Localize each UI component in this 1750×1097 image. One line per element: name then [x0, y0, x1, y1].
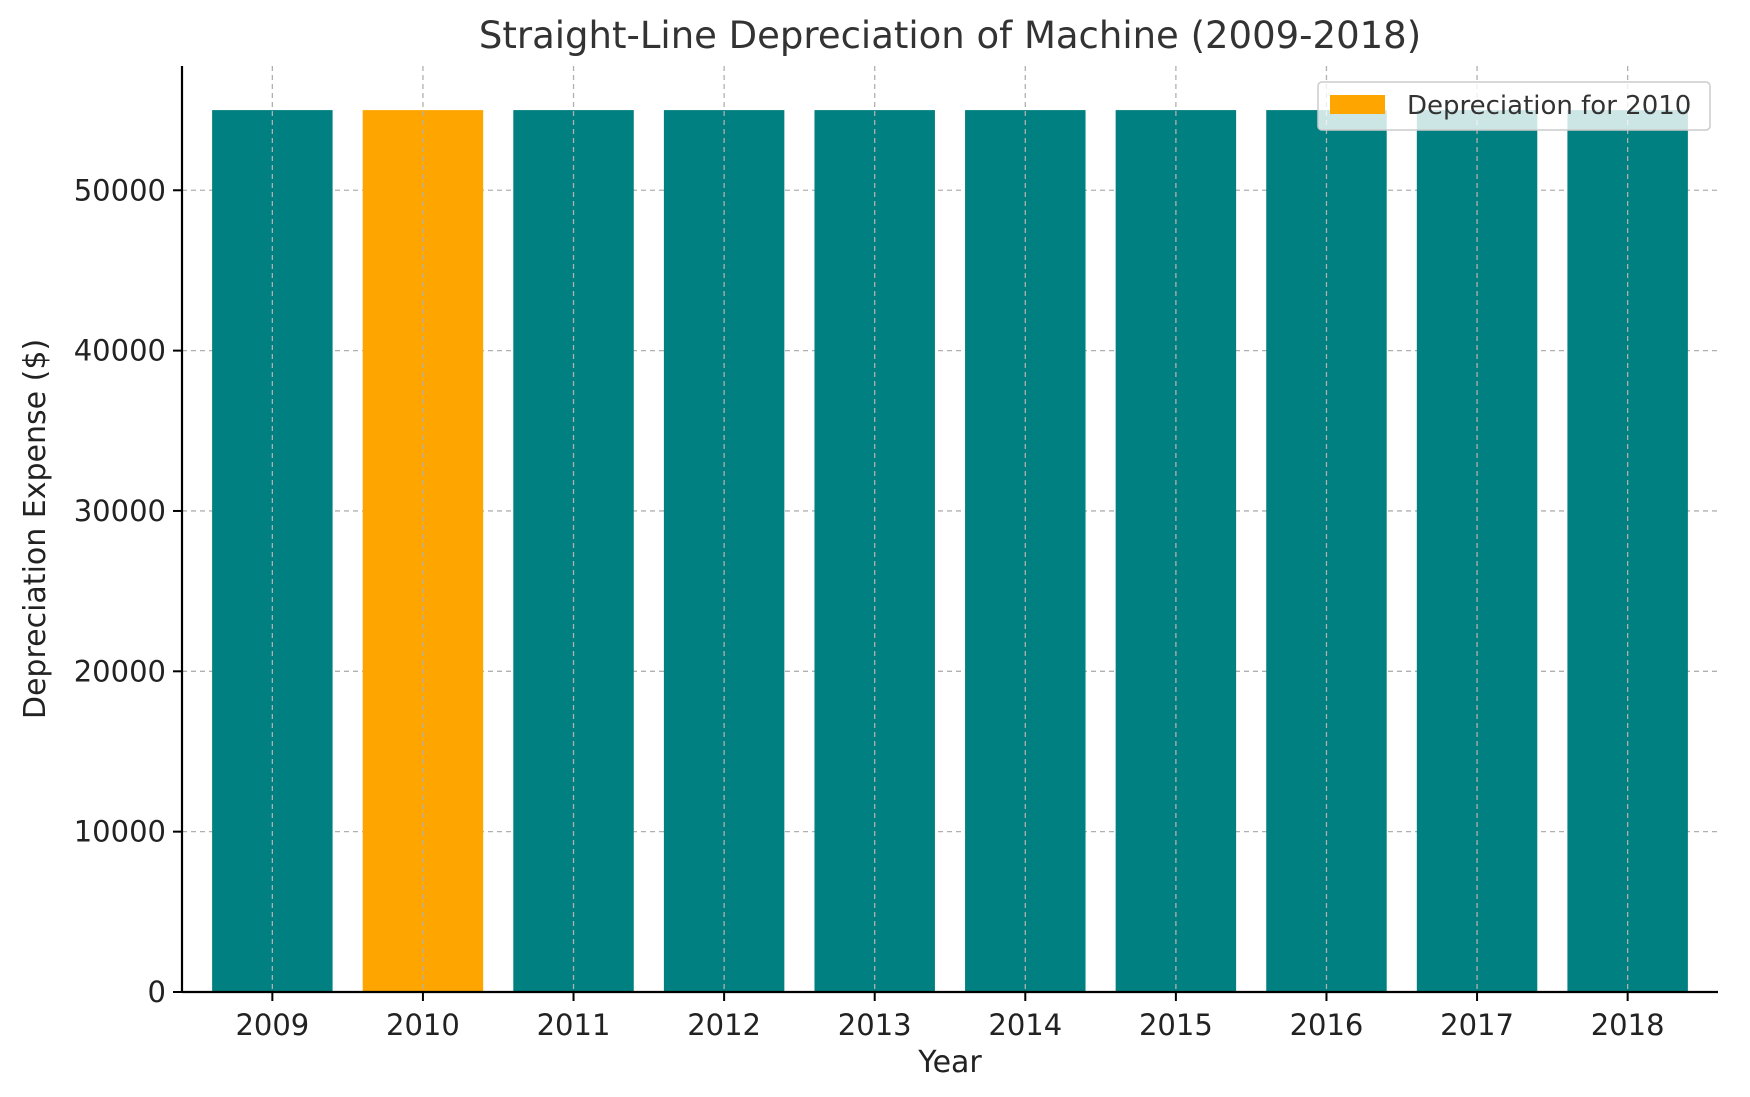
- bars: [212, 110, 1688, 993]
- y-tick-label: 0: [148, 975, 166, 1009]
- x-tick-label: 2014: [988, 1008, 1062, 1042]
- y-tick-label: 50000: [74, 173, 166, 207]
- y-tick-label: 20000: [74, 654, 166, 688]
- x-tick-label: 2009: [235, 1008, 309, 1042]
- x-tick-label: 2017: [1440, 1008, 1514, 1042]
- x-axis-label: Year: [917, 1045, 982, 1080]
- x-tick-label: 2018: [1591, 1008, 1665, 1042]
- x-tick-label: 2012: [687, 1008, 761, 1042]
- y-tick-label: 40000: [74, 334, 166, 368]
- x-tick-label: 2016: [1290, 1008, 1364, 1042]
- axes: [180, 66, 1718, 994]
- legend-box: [1317, 81, 1711, 131]
- y-ticks: 0 10000 20000 30000 40000 50000: [74, 173, 182, 1009]
- x-ticks: 2009 2010 2011 2012 2013 2014 2015 2016 2017 2018: [235, 992, 1665, 1042]
- y-tick-label: 10000: [74, 815, 166, 849]
- x-tick-label: 2013: [838, 1008, 912, 1042]
- x-tick-label: 2011: [537, 1008, 611, 1042]
- vertical-grid: [271, 66, 1629, 992]
- y-axis-label: Depreciation Expense ($): [18, 339, 53, 719]
- legend: Depreciation for 2010: [1317, 81, 1711, 131]
- legend-swatch: [1330, 95, 1385, 114]
- x-tick-label: 2015: [1139, 1008, 1213, 1042]
- y-tick-label: 30000: [74, 494, 166, 528]
- legend-label: Depreciation for 2010: [1407, 91, 1691, 121]
- x-tick-label: 2010: [386, 1008, 460, 1042]
- chart-title: Straight-Line Depreciation of Machine (2…: [479, 14, 1421, 57]
